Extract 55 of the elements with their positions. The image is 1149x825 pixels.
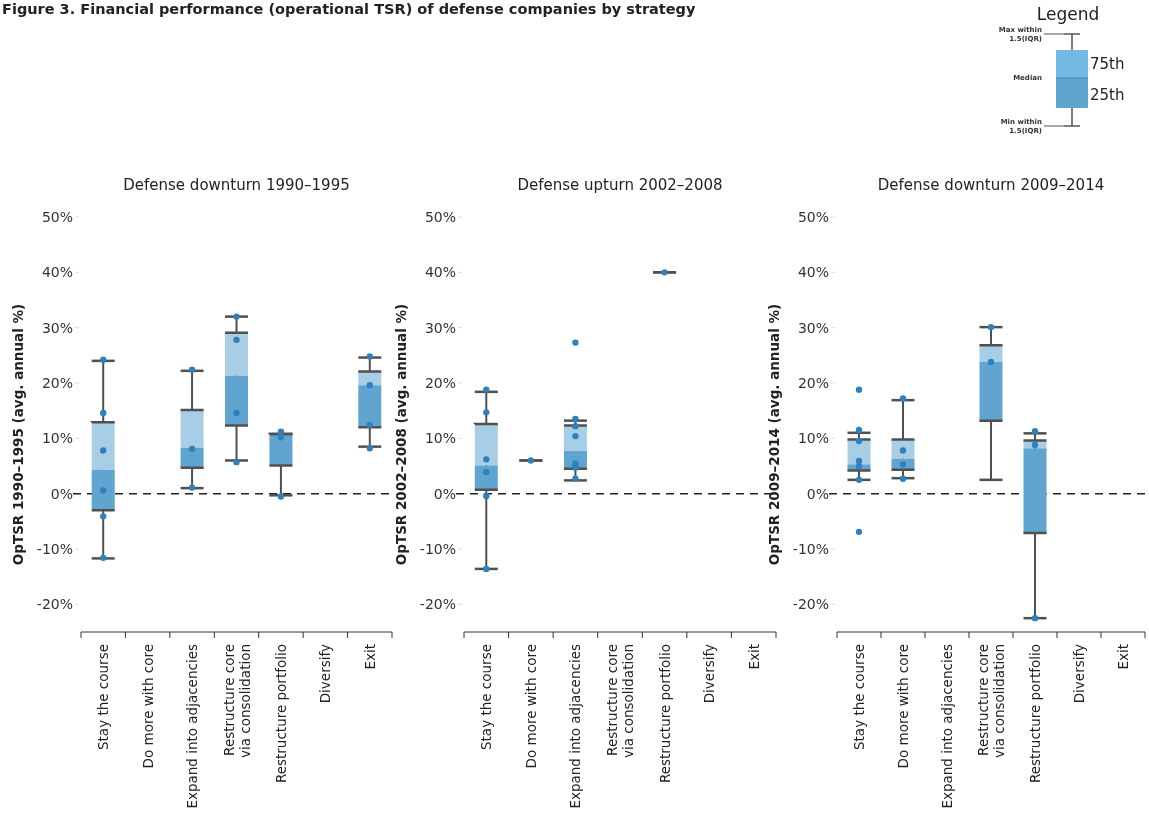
y-tick-label: -20% xyxy=(36,596,73,613)
x-tick-label: Restructure portfolio xyxy=(656,644,673,784)
x-tick-label: Stay the course xyxy=(851,644,867,750)
y-tick-label: -10% xyxy=(419,540,456,557)
y-axis-title: OpTSR 1990–1995 (avg. annual %) xyxy=(10,303,26,566)
y-tick-label: -10% xyxy=(36,540,73,557)
x-tick-label: Do more with core xyxy=(139,644,156,769)
y-tick-label: 10% xyxy=(797,430,829,447)
x-tick-label: Diversify xyxy=(1071,643,1087,704)
x-tick-label: Restructure portfolio xyxy=(1027,644,1043,784)
x-tick-label: Restructure core via consolidation xyxy=(604,644,636,759)
y-tick-label: 30% xyxy=(424,319,456,336)
x-tick-label: Expand into adjacencies xyxy=(567,644,584,809)
x-tick-label: Exit xyxy=(361,644,378,670)
text: Figure 3. Financial performance (operational TSR) of defense companies by strategy xyxy=(2,1,696,17)
y-tick-label: 10% xyxy=(41,430,73,447)
chart-title: Defense downturn 1990–1995 xyxy=(123,176,350,194)
y-tick-label: 50% xyxy=(424,208,456,225)
chart-title: Defense upturn 2002–2008 xyxy=(517,176,723,194)
x-tick-label: Stay the course xyxy=(478,644,495,750)
x-tick-label: Restructure portfolio xyxy=(272,644,289,784)
y-tick-label: 20% xyxy=(41,374,73,391)
x-tick-label: Do more with core xyxy=(522,644,539,769)
x-tick-label: Diversify xyxy=(317,643,334,704)
y-tick-label: 10% xyxy=(424,430,456,447)
y-tick-label: 40% xyxy=(41,264,73,281)
y-tick-label: -20% xyxy=(419,596,456,613)
x-tick-label: Diversify xyxy=(701,643,718,704)
y-tick-label: 40% xyxy=(797,264,829,281)
x-tick-label: Expand into adjacencies xyxy=(939,644,955,809)
y-tick-label: 0% xyxy=(806,485,829,502)
y-tick-label: 20% xyxy=(424,374,456,391)
y-tick-label: 0% xyxy=(433,485,456,502)
y-tick-label: -10% xyxy=(792,540,829,557)
x-tick-label: Exit xyxy=(1115,644,1131,670)
x-tick-label: Expand into adjacencies xyxy=(184,644,201,809)
x-tick-label: Restructure core via consolidation xyxy=(220,644,253,759)
x-tick-label: Do more with core xyxy=(895,644,911,769)
y-tick-label: 30% xyxy=(41,319,73,336)
y-tick-label: 40% xyxy=(424,264,456,281)
y-tick-label: -20% xyxy=(792,596,829,613)
y-tick-label: 50% xyxy=(41,208,73,225)
x-tick-label: Stay the course xyxy=(95,644,112,750)
y-axis-title: OpTSR 2002–2008 (avg. annual %) xyxy=(393,303,409,566)
text: 75th xyxy=(1090,55,1125,73)
text: Legend xyxy=(1036,4,1100,24)
text: 25th xyxy=(1090,86,1125,104)
y-tick-label: 0% xyxy=(50,485,73,502)
x-tick-label: Restructure core via consolidation xyxy=(975,644,1007,759)
chart-title: Defense downturn 2009–2014 xyxy=(877,176,1105,194)
y-tick-label: 30% xyxy=(797,319,829,336)
y-tick-label: 50% xyxy=(797,208,829,225)
x-tick-label: Exit xyxy=(745,644,762,670)
y-axis-title: OpTSR 2009–2014 (avg. annual %) xyxy=(766,303,782,566)
y-tick-label: 20% xyxy=(797,374,829,391)
